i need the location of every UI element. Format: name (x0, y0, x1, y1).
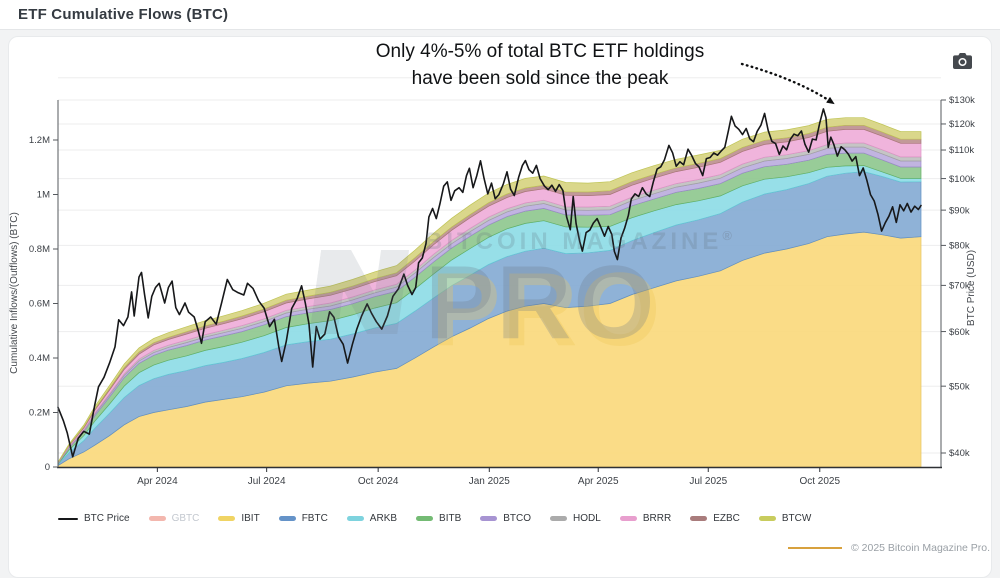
x-tick-label: Jul 2024 (248, 476, 286, 487)
right-tick-label: $60k (949, 327, 970, 338)
right-tick-label: $50k (949, 381, 970, 392)
camera-icon (952, 53, 972, 69)
legend-item-gbtc[interactable]: GBTC (148, 513, 200, 524)
legend-label: BTCW (781, 513, 812, 524)
chart-legend: BTC Price GBTC IBIT FBTC ARKB BITB BTCO HODL BRR… (58, 513, 958, 524)
legend-item-bitb[interactable]: BITB (416, 513, 461, 524)
annotation-line-1: Only 4%-5% of total BTC ETF holdings (375, 41, 705, 62)
legend-label: FBTC (301, 513, 328, 524)
x-tick-label: Apr 2024 (137, 476, 178, 487)
right-tick-label: $80k (949, 241, 970, 252)
credits-accent-line (788, 547, 842, 549)
legend-swatch-ezbc (690, 516, 708, 521)
legend-swatch-ibit (218, 516, 236, 521)
legend-label: EZBC (713, 513, 740, 524)
legend-swatch-brrr (619, 516, 637, 521)
legend-item-btcw[interactable]: BTCW (758, 513, 812, 524)
page-title: ETF Cumulative Flows (BTC) (18, 6, 229, 23)
right-tick-label: $70k (949, 281, 970, 292)
legend-item-arkb[interactable]: ARKB (346, 513, 398, 524)
legend-item-ibit[interactable]: IBIT (218, 513, 260, 524)
credits: © 2025 Bitcoin Magazine Pro. (788, 542, 990, 554)
legend-swatch-gbtc (148, 516, 166, 521)
legend-swatch-btco (480, 516, 498, 521)
left-axis-title: Cumulative Inflows/(Outflows) (BTC) (9, 212, 20, 374)
left-tick-label: 1M (37, 190, 50, 201)
legend-label: HODL (573, 513, 601, 524)
annotation-line-2: have been sold since the peak (411, 68, 669, 89)
right-axis-title: BTC Price (USD) (966, 250, 977, 326)
legend-label: ARKB (369, 513, 398, 524)
legend-item-btc-price[interactable]: BTC Price (58, 513, 130, 524)
right-tick-label: $110k (949, 145, 974, 156)
legend-swatch-arkb (346, 516, 364, 521)
legend-label: BRRR (642, 513, 672, 524)
right-tick-label: $130k (949, 95, 975, 106)
legend-label: BTCO (503, 513, 532, 524)
left-tick-label: 0.6M (29, 299, 50, 310)
legend-item-brrr[interactable]: BRRR (619, 513, 672, 524)
left-tick-label: 0 (45, 462, 50, 473)
chart-annotation: Only 4%-5% of total BTC ETF holdings hav… (310, 38, 770, 92)
x-tick-label: Jan 2025 (469, 476, 511, 487)
legend-label: GBTC (171, 513, 200, 524)
legend-label: BTC Price (84, 513, 130, 524)
legend-swatch-bitb (416, 516, 434, 521)
right-tick-label: $40k (949, 448, 970, 459)
left-tick-label: 0.8M (29, 244, 50, 255)
legend-swatch-btc-price (58, 517, 78, 520)
x-tick-label: Apr 2025 (578, 476, 619, 487)
legend-item-btco[interactable]: BTCO (480, 513, 531, 524)
legend-label: IBIT (241, 513, 260, 524)
legend-item-ezbc[interactable]: EZBC (690, 513, 740, 524)
left-tick-label: 0.4M (29, 353, 50, 364)
legend-label: BITB (439, 513, 462, 524)
screenshot-button[interactable] (946, 48, 978, 74)
flows-chart: 0 0.2M 0.4M 0.6M 0.8M 1M 1.2M $40k $50k $60k $70k $… (9, 62, 977, 487)
btc-price-line (57, 108, 922, 458)
legend-item-fbtc[interactable]: FBTC (278, 513, 328, 524)
x-tick-label: Oct 2025 (799, 476, 840, 487)
legend-item-hodl[interactable]: HODL (550, 513, 601, 524)
left-tick-label: 0.2M (29, 408, 50, 419)
legend-swatch-hodl (550, 516, 568, 521)
right-tick-label: $120k (949, 119, 975, 130)
copyright-text[interactable]: © 2025 Bitcoin Magazine Pro. (851, 542, 991, 554)
x-tick-label: Oct 2024 (358, 476, 399, 487)
right-tick-label: $90k (949, 205, 970, 216)
legend-swatch-btcw (758, 516, 776, 521)
left-tick-label: 1.2M (29, 135, 50, 146)
page-header: ETF Cumulative Flows (BTC) (0, 0, 1000, 30)
right-tick-label: $100k (949, 174, 975, 185)
area-btcw (57, 117, 922, 464)
legend-swatch-fbtc (278, 516, 296, 521)
annotation-arrow (740, 62, 835, 105)
x-tick-label: Jul 2025 (689, 476, 727, 487)
